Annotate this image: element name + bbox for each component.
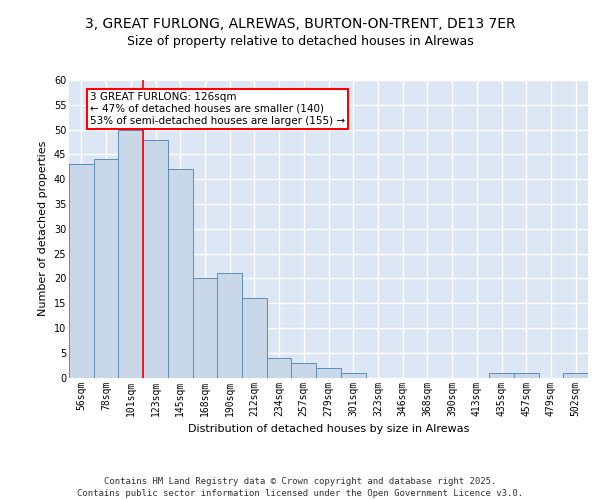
Text: 3, GREAT FURLONG, ALREWAS, BURTON-ON-TRENT, DE13 7ER: 3, GREAT FURLONG, ALREWAS, BURTON-ON-TRE… [85, 18, 515, 32]
Bar [193, 278, 217, 378]
Bar [217, 274, 242, 378]
Y-axis label: Number of detached properties: Number of detached properties [38, 141, 48, 316]
Bar [316, 368, 341, 378]
Bar [168, 169, 193, 378]
Bar [69, 164, 94, 378]
X-axis label: Distribution of detached houses by size in Alrewas: Distribution of detached houses by size … [188, 424, 469, 434]
Bar [563, 372, 588, 378]
Text: Contains HM Land Registry data © Crown copyright and database right 2025.
Contai: Contains HM Land Registry data © Crown c… [77, 476, 523, 498]
Bar [489, 372, 514, 378]
Bar [94, 160, 118, 378]
Bar [118, 130, 143, 378]
Text: Size of property relative to detached houses in Alrewas: Size of property relative to detached ho… [127, 35, 473, 48]
Bar [242, 298, 267, 378]
Bar [143, 140, 168, 378]
Text: 3 GREAT FURLONG: 126sqm
← 47% of detached houses are smaller (140)
53% of semi-d: 3 GREAT FURLONG: 126sqm ← 47% of detache… [90, 92, 345, 126]
Bar [341, 372, 365, 378]
Bar [267, 358, 292, 378]
Bar [292, 362, 316, 378]
Bar [514, 372, 539, 378]
